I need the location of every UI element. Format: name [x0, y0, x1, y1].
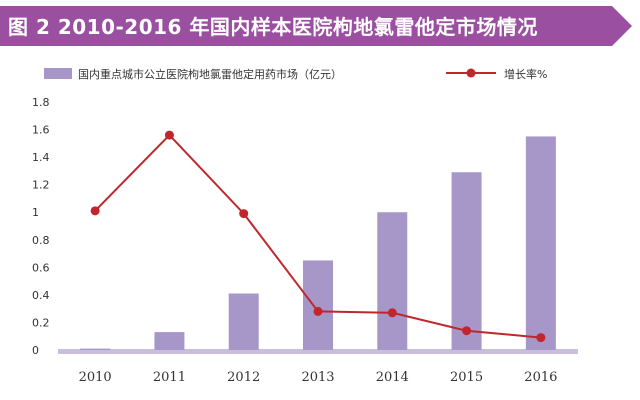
bars — [80, 136, 556, 350]
legend-bar-swatch — [44, 68, 72, 79]
growth-rate-point-2013 — [313, 306, 323, 316]
x-axis-line — [58, 349, 578, 354]
y-tick-label: 0 — [32, 344, 39, 357]
y-tick-label: 1.8 — [32, 96, 50, 109]
y-tick-label: 1 — [32, 206, 39, 219]
y-tick-label: 0.4 — [32, 289, 50, 302]
y-tick-label: 0.8 — [32, 234, 50, 247]
legend: 国内重点城市公立医院枸地氯雷他定用药市场（亿元） 增长率% — [44, 67, 547, 81]
x-tick-label: 2014 — [376, 370, 409, 385]
x-tick-label: 2012 — [227, 370, 260, 385]
y-tick-label: 0.2 — [32, 316, 50, 329]
growth-rate-point-2010 — [90, 206, 100, 216]
growth-rate-point-2012 — [239, 209, 249, 219]
line-series — [90, 130, 546, 343]
chart-title: 图 2 2010-2016 年国内样本医院枸地氯雷他定市场情况 — [8, 15, 538, 39]
growth-rate-point-2011 — [164, 130, 174, 140]
bar-2014 — [377, 212, 408, 350]
x-tick-label: 2015 — [450, 370, 483, 385]
y-tick-label: 0.6 — [32, 261, 50, 274]
x-tick-labels: 2010 2011 2012 2013 2014 2015 2016 — [79, 370, 558, 385]
bar-2011 — [154, 332, 185, 350]
growth-rate-point-2014 — [387, 308, 397, 318]
legend-line-marker — [466, 68, 476, 78]
y-tick-labels: 0 0.2 0.4 0.6 0.8 1 1.2 1.4 1.6 1.8 — [32, 96, 50, 357]
x-tick-label: 2011 — [153, 370, 186, 385]
growth-rate-point-2016 — [536, 333, 546, 343]
y-tick-label: 1.4 — [32, 151, 50, 164]
bar-2013 — [303, 260, 333, 350]
x-tick-label: 2013 — [301, 370, 334, 385]
axes — [58, 349, 578, 354]
legend-bar-label: 国内重点城市公立医院枸地氯雷他定用药市场（亿元） — [78, 67, 342, 81]
bar-2016 — [525, 136, 556, 350]
bar-2010 — [80, 348, 111, 350]
title-banner — [0, 6, 632, 46]
y-tick-label: 1.2 — [32, 179, 50, 192]
legend-line-label: 增长率% — [504, 67, 547, 81]
bar-2015 — [451, 172, 482, 350]
y-tick-label: 1.6 — [32, 124, 50, 137]
title-banner-shape — [0, 6, 632, 46]
bar-2012 — [228, 293, 259, 350]
growth-rate-point-2015 — [462, 326, 472, 336]
x-tick-label: 2010 — [79, 370, 112, 385]
x-tick-label: 2016 — [524, 370, 557, 385]
